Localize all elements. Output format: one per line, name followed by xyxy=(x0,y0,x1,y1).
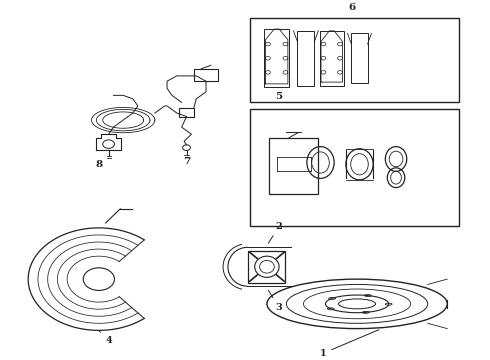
Text: 7: 7 xyxy=(183,157,190,166)
Text: 4: 4 xyxy=(99,330,112,346)
Bar xyxy=(319,31,344,86)
Bar xyxy=(250,18,460,102)
Bar xyxy=(194,69,218,81)
Bar xyxy=(248,251,286,283)
Text: 2: 2 xyxy=(269,222,282,243)
Bar xyxy=(351,33,368,83)
Bar xyxy=(179,108,194,117)
Text: 3: 3 xyxy=(269,290,282,312)
Bar xyxy=(277,157,311,171)
Bar xyxy=(297,31,315,86)
Text: 1: 1 xyxy=(319,330,379,358)
Text: 6: 6 xyxy=(348,3,356,12)
Text: 5: 5 xyxy=(275,92,283,101)
Bar xyxy=(270,138,318,194)
Bar xyxy=(250,109,460,226)
Text: 8: 8 xyxy=(95,160,102,169)
Bar xyxy=(264,29,289,87)
